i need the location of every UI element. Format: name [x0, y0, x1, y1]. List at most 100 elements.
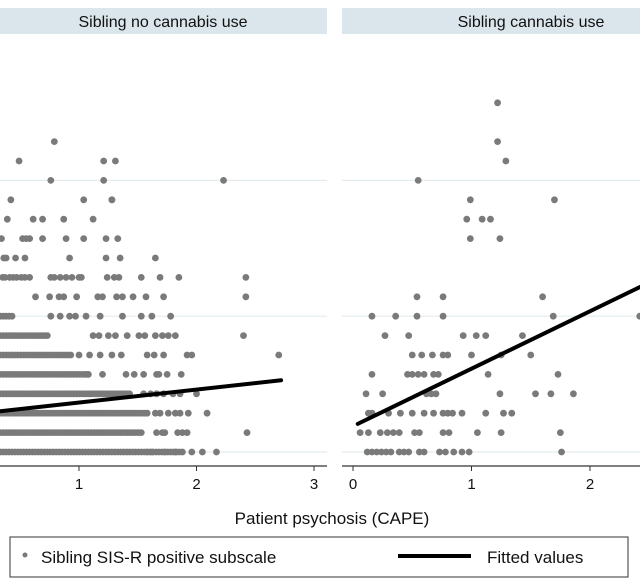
- data-point: [50, 274, 58, 281]
- data-point: [43, 332, 51, 339]
- data-point: [13, 274, 21, 281]
- data-point: [160, 293, 168, 301]
- points-layer: [0, 138, 284, 456]
- data-point: [137, 312, 145, 320]
- data-point: [420, 371, 428, 378]
- data-point: [148, 312, 156, 320]
- data-point: [75, 351, 83, 359]
- data-point: [487, 215, 494, 223]
- data-point: [171, 332, 179, 339]
- strip-background: [0, 8, 327, 34]
- x-tick-label: 2: [192, 476, 200, 493]
- data-point: [466, 196, 474, 204]
- data-point: [21, 274, 29, 281]
- data-point: [404, 371, 411, 378]
- data-point: [494, 99, 501, 107]
- data-point: [68, 274, 76, 281]
- data-point: [183, 429, 191, 436]
- data-point: [415, 448, 423, 456]
- data-point: [397, 409, 404, 417]
- data-point: [413, 312, 421, 320]
- data-point: [549, 312, 557, 320]
- data-point: [434, 371, 442, 378]
- data-point: [115, 274, 123, 281]
- data-point: [82, 312, 90, 320]
- data-point: [387, 448, 395, 456]
- data-point: [494, 138, 501, 146]
- data-point: [502, 157, 510, 165]
- data-point: [458, 409, 466, 417]
- data-point: [436, 448, 443, 456]
- data-point: [459, 332, 467, 339]
- data-point: [368, 448, 376, 456]
- data-point: [89, 215, 97, 223]
- data-point: [439, 429, 447, 436]
- data-point: [430, 409, 437, 417]
- data-point: [415, 429, 423, 436]
- data-point: [439, 293, 447, 301]
- data-point: [405, 448, 413, 456]
- data-point: [420, 448, 428, 456]
- data-point: [500, 409, 507, 417]
- data-point: [368, 312, 376, 320]
- data-point: [466, 235, 474, 243]
- data-point: [408, 351, 416, 359]
- x-tick-label: 2: [586, 476, 594, 493]
- data-point: [389, 429, 397, 436]
- data-point: [368, 371, 376, 378]
- data-point: [174, 429, 182, 436]
- legend-point-marker: [22, 552, 28, 558]
- legend-label-fit: Fitted values: [487, 548, 583, 567]
- data-point: [160, 351, 168, 359]
- data-point: [463, 215, 471, 223]
- data-point: [171, 409, 179, 417]
- data-point: [66, 254, 73, 262]
- data-point: [458, 448, 466, 456]
- data-point: [465, 448, 473, 456]
- data-point: [123, 332, 131, 339]
- data-point: [275, 351, 283, 359]
- data-point: [474, 429, 481, 436]
- data-point: [143, 409, 151, 417]
- data-point: [94, 293, 102, 301]
- x-tick-label: 1: [467, 476, 475, 493]
- data-point: [161, 448, 169, 456]
- data-point: [99, 293, 106, 301]
- data-point: [482, 332, 490, 339]
- data-point: [108, 351, 116, 359]
- data-point: [413, 293, 421, 301]
- data-point: [430, 371, 437, 378]
- data-point: [383, 429, 391, 436]
- data-point: [405, 332, 413, 339]
- data-point: [242, 274, 250, 281]
- data-point: [141, 332, 149, 339]
- data-point: [26, 274, 34, 281]
- data-point: [395, 448, 403, 456]
- data-point: [519, 332, 526, 339]
- data-point: [150, 351, 158, 359]
- data-point: [179, 448, 186, 456]
- data-point: [478, 215, 486, 223]
- data-point: [432, 390, 440, 398]
- data-point: [392, 312, 400, 320]
- panel-left-strip: Sibling no cannabis use: [0, 8, 327, 34]
- data-point: [46, 293, 54, 301]
- data-point: [203, 409, 211, 417]
- data-point: [159, 429, 166, 436]
- data-point: [72, 312, 79, 320]
- data-point: [554, 371, 562, 378]
- data-point: [445, 429, 453, 436]
- data-point: [484, 371, 492, 378]
- data-point: [240, 332, 247, 339]
- data-point: [12, 254, 19, 262]
- data-point: [496, 390, 504, 398]
- data-point: [213, 448, 220, 456]
- data-point: [570, 390, 577, 398]
- data-point: [77, 274, 85, 281]
- data-point: [56, 274, 64, 281]
- panel-left-plot: 1 2 3: [0, 138, 327, 493]
- data-point: [60, 293, 68, 301]
- data-point: [83, 371, 91, 378]
- data-point: [130, 371, 138, 378]
